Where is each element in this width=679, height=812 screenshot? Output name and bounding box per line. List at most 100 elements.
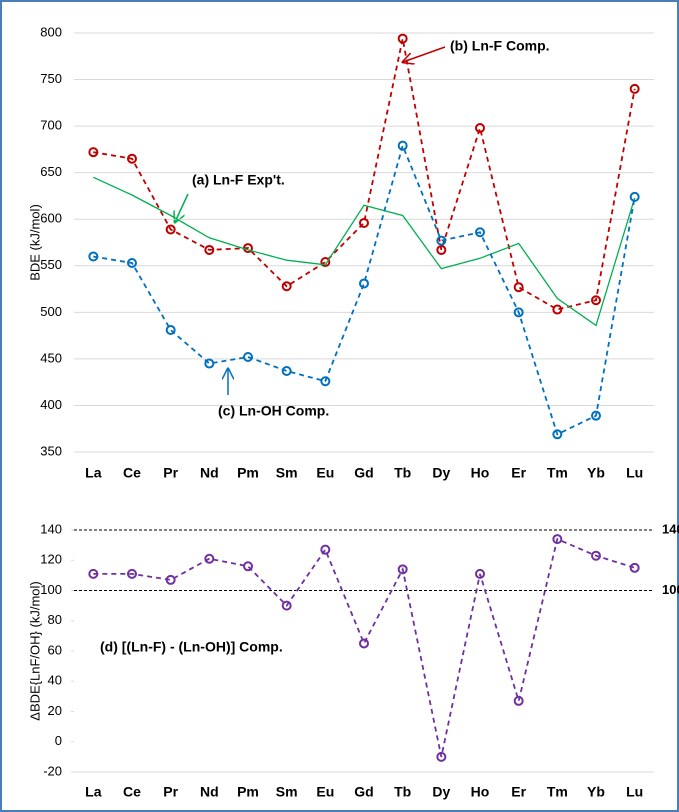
data-point [88,568,99,579]
data-point [281,281,292,292]
x-tick-label: Lu [626,784,643,800]
data-point [436,235,447,246]
data-point [88,147,99,158]
data-point [475,122,485,133]
x-tick-label: Ce [123,465,141,481]
series-label: (c) Ln-OH Comp. [218,403,329,419]
x-tick-label: Pr [163,784,178,800]
data-point [127,153,137,164]
data-point [436,244,447,255]
data-point [165,224,176,235]
y-tick-label: 120 [40,552,62,567]
y2-tick-label: 140 [662,521,679,536]
x-tick-label: Pm [237,465,259,481]
data-point [127,257,137,268]
y2-tick-label: 100 [662,582,679,597]
data-point [591,410,601,421]
data-point [552,534,563,545]
y-tick-label: 450 [40,350,62,365]
x-tick-label: Ce [123,784,141,800]
y-tick-label: 500 [40,304,62,319]
x-tick-label: Ho [471,465,490,481]
x-tick-label: Sm [276,465,298,481]
y-tick-label: 750 [40,71,62,86]
y-tick-label: 700 [40,118,62,133]
data-point [397,33,408,44]
data-point [320,544,331,555]
arrow [403,46,446,62]
data-point [281,600,292,611]
y-tick-label: 0 [55,733,62,748]
data-point [436,751,447,762]
x-tick-label: Lu [626,465,643,481]
y-tick-label: 800 [40,24,62,39]
x-tick-label: Eu [316,465,334,481]
y-axis-label: BDE (kJ/mol) [27,204,42,281]
data-point [243,352,253,363]
x-tick-label: Ho [471,784,490,800]
x-tick-label: Nd [200,784,219,800]
data-point [359,638,369,649]
data-point [513,282,524,293]
y-tick-label: 20 [48,703,62,718]
data-point [88,251,99,262]
data-point [359,217,369,228]
x-tick-label: Tm [547,465,568,481]
data-point [552,304,563,315]
data-point [204,358,215,369]
data-point [591,550,601,561]
data-point [475,227,485,238]
x-tick-label: Eu [316,784,334,800]
x-tick-label: Pr [163,465,178,481]
x-tick-label: Dy [432,784,450,800]
y-tick-label: 40 [48,673,62,688]
y-tick-label: 350 [40,443,62,458]
data-point [165,325,176,336]
data-point [243,561,253,572]
x-tick-label: La [85,465,102,481]
y-tick-label: 60 [48,642,62,657]
x-tick-label: Sm [276,784,298,800]
data-point [320,376,331,387]
x-tick-label: Er [511,465,526,481]
data-point [513,307,524,318]
data-point [281,365,292,376]
x-tick-label: Tb [394,465,411,481]
data-point [204,244,215,255]
data-point [475,568,485,579]
series-label: (a) Ln-F Exp't. [192,172,285,188]
arrow [175,193,189,222]
data-point [629,191,640,202]
x-tick-label: Tm [547,784,568,800]
data-point [165,574,176,585]
series-line [93,176,636,327]
y-tick-label: 80 [48,612,62,627]
y-axis-label: ΔBDE{LnF/OH} (kJ/mol) [27,581,42,720]
series-label: (b) Ln-F Comp. [450,38,550,54]
data-point [552,429,563,440]
x-tick-label: Yb [587,465,605,481]
series-line [93,537,635,758]
x-tick-label: Nd [200,465,219,481]
y-tick-label: 600 [40,211,62,226]
y-tick-label: 400 [40,397,62,412]
series-line [93,38,636,311]
data-point [397,140,408,151]
data-point [629,83,640,94]
y-tick-label: 140 [40,521,62,536]
data-point [320,257,331,268]
x-tick-label: La [85,784,102,800]
data-point [513,695,524,706]
x-tick-label: Yb [587,784,605,800]
data-point [591,295,601,306]
x-tick-label: Gd [354,784,373,800]
data-point [629,562,640,573]
y-tick-label: 100 [40,582,62,597]
y-tick-label: 650 [40,164,62,179]
data-point [127,568,137,579]
y-tick-label: -20 [43,763,62,778]
data-point [359,278,369,289]
x-tick-label: Er [511,784,526,800]
